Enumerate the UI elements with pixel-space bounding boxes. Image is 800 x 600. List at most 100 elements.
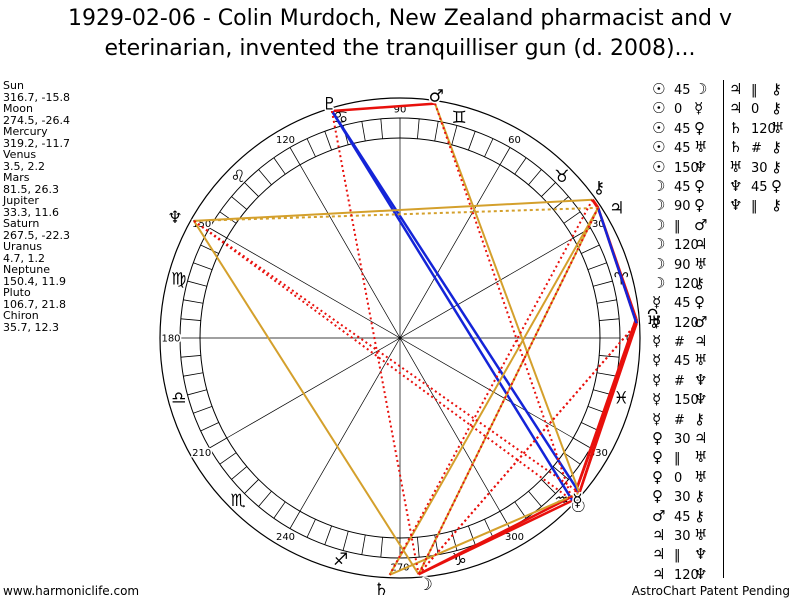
planet-glyph: ♃ [694,429,708,448]
degree-tick [273,157,286,175]
aspect-angle: 30 [674,528,691,544]
degree-tick [361,121,366,142]
degree-tick [599,318,620,321]
degree-tick [258,490,272,507]
aspect-row: ☿ 45 ♀ [652,293,712,312]
aspect-angle: 90 [674,199,691,215]
aspect-row: ☉ 45 ♅ [652,138,712,157]
planet-glyph: ⚷ [771,99,782,118]
planet-glyph: ♆ [694,157,708,176]
planet-glyph: ♀ [652,467,663,486]
footer-website[interactable]: www.harmoniclife.com [3,584,140,598]
planet-position: 267.5, -22.3 [3,228,70,242]
aspect-angle: 120 [751,121,776,137]
planet-glyph: ♀ [652,487,663,506]
degree-tick [596,372,617,377]
aspect-angle: 30 [751,160,768,176]
planet-glyph: ☿ [652,351,662,370]
planet-position: 319.2, -11.7 [3,136,70,150]
aspect-angle: # [674,335,685,351]
aspect-row: ♀ ‖ ♅ [652,448,712,467]
degree-tick [552,196,569,210]
degree-tick [417,118,420,139]
degree-tick [361,534,366,555]
degree-tick [180,355,201,358]
degree-tick [193,262,213,270]
planet-glyph: ⚷ [694,487,705,506]
degree-tick [541,182,556,197]
aspect-line [193,206,599,222]
planet-glyph: ☿ [694,99,704,118]
aspect-angle: 120 [674,315,699,331]
aspect-row: ☽ 120♃ [652,235,712,254]
aspect-angle: 45 [674,121,691,137]
aspect-row: ♆ ‖ ⚷ [729,196,789,215]
planet-glyph: ☿ [652,332,662,351]
degree-tick [200,422,219,432]
planet-glyph: ♄ [729,138,743,157]
degree-tick [563,452,581,465]
aspect-divider [723,80,724,578]
degree-tick [193,406,213,414]
planet-glyph: ♃ [694,235,708,254]
moon-glyph-icon: ☽ [418,575,433,595]
planet-name: Saturn [3,217,40,230]
planet-name: Chiron [3,309,39,322]
zodiac-glyph-icon: ♐ [333,550,348,570]
degree-label: 240 [276,532,295,543]
aspect-angle: ‖ [674,451,681,467]
planet-position: 316.7, -15.8 [3,90,70,104]
planet-glyph: ⚷ [694,409,705,428]
aspect-row: ☿ 120♂ [652,313,712,332]
zodiac-glyph-icon: ♊ [452,108,467,128]
planet-glyph: ☿ [652,293,662,312]
planet-name: Mars [3,171,30,184]
planet-glyph: ♆ [694,564,708,583]
aspect-line [389,491,580,576]
degree-tick [417,537,420,558]
planet-glyph: ♀ [694,118,705,137]
aspect-row: ☽ 120⚷ [652,274,712,293]
aspect-line [434,103,581,494]
aspect-row: ♄ # ⚷ [729,138,789,157]
planet-glyph: ♅ [771,118,785,137]
planet-glyph: ♆ [729,196,743,215]
degree-tick [306,138,316,157]
planet-glyph: ♀ [652,448,663,467]
degree-tick [183,372,204,377]
planet-name: Sun [3,79,24,92]
aspect-line [330,110,420,575]
planet-name: Neptune [3,263,51,276]
degree-tick [528,490,542,507]
degree-tick [563,211,581,224]
aspect-row: ♆ 45 ♀ [729,177,789,196]
planet-glyph: ♃ [652,525,666,544]
aspect-row: ☿ 45 ♅ [652,351,712,370]
degree-tick [187,389,207,396]
aspect-angle: 45 [674,509,691,525]
aspect-line [330,110,574,502]
planet-glyph: ☉ [652,118,666,137]
aspect-angle: 0 [674,102,683,118]
aspect-angle: 30 [674,490,691,506]
aspect-line [331,102,436,113]
planet-glyph: ⚷ [771,157,782,176]
planet-glyph: ♃ [652,564,666,583]
degree-tick [581,244,600,254]
planet-glyph: ⚷ [771,138,782,157]
planet-glyph: ☿ [652,409,662,428]
aspect-line [193,220,574,502]
planet-glyph: ☉ [652,99,666,118]
planet-position: 33.3, 11.6 [3,205,59,219]
planet-glyph: ☉ [652,138,666,157]
planet-glyph: ♂ [652,506,666,525]
aspect-angle: 45 [674,179,691,195]
degree-tick [380,537,383,558]
neptune-glyph-icon: ♆ [167,208,182,228]
aspect-row: ☉ 150♆ [652,158,712,177]
planet-glyph: ⚷ [771,196,782,215]
aspect-angle: 45 [674,354,691,370]
degree-label: 60 [508,135,521,146]
aspect-line [330,110,581,494]
